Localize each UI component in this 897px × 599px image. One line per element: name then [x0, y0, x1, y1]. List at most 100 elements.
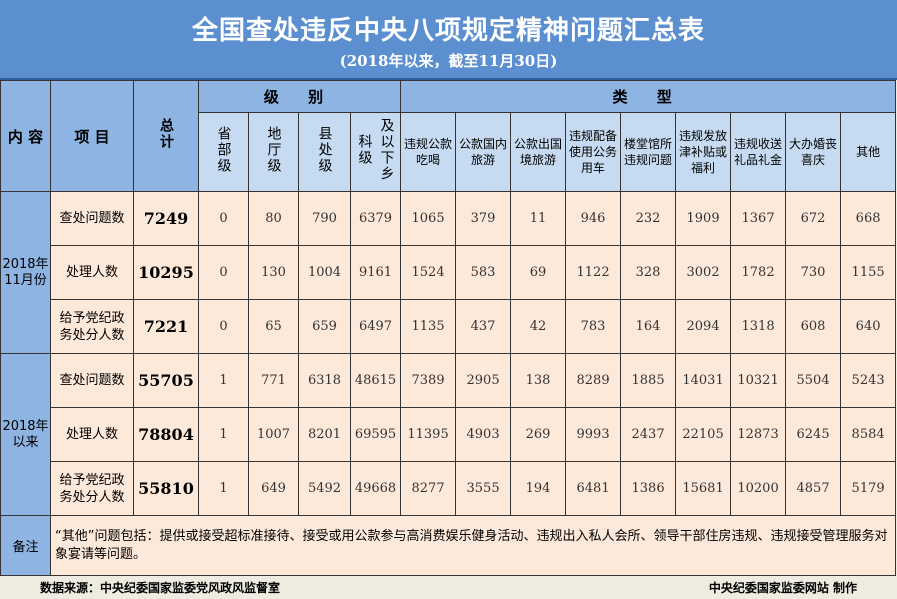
- row-total: 10295: [133, 245, 199, 300]
- note-label: 备注: [0, 515, 51, 576]
- type-cell: 1909: [675, 191, 732, 246]
- summary-table: 内 容 项 目 总计 级 别 类 型 省部级 地厅级 县处级 及以下乡科级 违规公款吃喝…: [0, 80, 897, 576]
- type-cell: 164: [620, 299, 677, 354]
- title-banner: 全国查处违反中央八项规定精神问题汇总表 (2018年以来，截至11月30日): [0, 0, 897, 80]
- level-cell: 80: [248, 191, 299, 246]
- level-cell: 6497: [349, 299, 402, 354]
- type-cell: 11: [510, 191, 567, 246]
- type-cell: 1367: [730, 191, 787, 246]
- type-cell: 3555: [455, 461, 512, 516]
- header-type-4: 楼堂馆所违规问题: [620, 112, 677, 192]
- footer: 数据来源：中央纪委国家监委党风政风监督室 中央纪委国家监委网站 制作: [0, 576, 897, 599]
- table-row: 处理人数 78804 1 1007 8201 69595 11395 4903 269 9993 2…: [1, 407, 897, 462]
- level-cell: 49668: [349, 461, 402, 516]
- row-total: 55705: [133, 353, 199, 408]
- type-cell: 8277: [400, 461, 457, 516]
- level-cell: 0: [198, 245, 249, 300]
- page-subtitle: (2018年以来，截至11月30日): [339, 52, 558, 70]
- row-total: 7221: [133, 299, 199, 354]
- header-type-2: 公款出国境旅游: [510, 112, 567, 192]
- header-level-label: 县处级: [316, 126, 333, 174]
- level-cell: 0: [198, 299, 249, 354]
- level-cell: 1: [198, 353, 249, 408]
- type-cell: 1135: [400, 299, 457, 354]
- level-cell: 9161: [349, 245, 402, 300]
- row-item-label: 查处问题数: [50, 353, 134, 408]
- table-row: 2018年 以来 查处问题数 55705 1 771 6318 48615 7389 2905 1…: [0, 353, 897, 516]
- type-cell: 583: [455, 245, 512, 300]
- table-row: 给予党纪政务处分人数 7221 0 65 659 6497 1135 437 42 783 164 2…: [1, 299, 897, 354]
- level-cell: 65: [248, 299, 299, 354]
- level-cell: 649: [248, 461, 299, 516]
- type-cell: 5504: [785, 353, 842, 408]
- header-type-3: 违规配备使用公务用车: [565, 112, 622, 192]
- header-total-label: 总计: [158, 118, 174, 150]
- type-cell: 11395: [400, 407, 457, 462]
- type-cell: 1065: [400, 191, 457, 246]
- level-cell: 8201: [298, 407, 351, 462]
- type-cell: 1155: [840, 245, 897, 300]
- header-type-group: 类 型: [400, 80, 897, 113]
- row-total: 7249: [133, 191, 199, 246]
- type-cell: 2437: [620, 407, 677, 462]
- type-cell: 1782: [730, 245, 787, 300]
- type-cell: 672: [785, 191, 842, 246]
- header-type-7: 大办婚丧喜庆: [785, 112, 842, 192]
- type-cell: 6481: [565, 461, 622, 516]
- type-cell: 437: [455, 299, 512, 354]
- row-item-label: 给予党纪政务处分人数: [50, 461, 134, 516]
- table-row: 处理人数 10295 0 130 1004 9161 1524 583 69 1122 328 300…: [1, 245, 897, 300]
- header-item: 项 目: [50, 80, 134, 192]
- header-content: 内 容: [0, 80, 51, 192]
- type-cell: 7389: [400, 353, 457, 408]
- level-cell: 5492: [298, 461, 351, 516]
- row-item-label: 处理人数: [50, 245, 134, 300]
- type-cell: 8584: [840, 407, 897, 462]
- note-text: “其他”问题包括：提供或接受超标准接待、接受或用公款参与高消费娱乐健身活动、违规…: [49, 515, 897, 576]
- type-cell: 3002: [675, 245, 732, 300]
- header-type-0: 违规公款吃喝: [400, 112, 457, 192]
- level-cell: 0: [198, 191, 249, 246]
- header-level-3: 及以下乡科级: [349, 112, 402, 192]
- header-type-1: 公款国内旅游: [455, 112, 512, 192]
- type-cell: 15681: [675, 461, 732, 516]
- header-type-8: 其他: [840, 112, 897, 192]
- level-cell: 659: [298, 299, 351, 354]
- type-cell: 69: [510, 245, 567, 300]
- table-row: 给予党纪政务处分人数 55810 1 649 5492 49668 8277 3555 194 6…: [1, 461, 897, 516]
- type-cell: 608: [785, 299, 842, 354]
- row-total: 78804: [133, 407, 199, 462]
- level-cell: 1004: [298, 245, 351, 300]
- header-type-5: 违规发放津补贴或福利: [675, 112, 732, 192]
- level-cell: 130: [248, 245, 299, 300]
- row-total: 55810: [133, 461, 199, 516]
- producer-credit: 中央纪委国家监委网站 制作: [708, 581, 857, 595]
- data-source: 数据来源：中央纪委国家监委党风政风监督室: [40, 581, 281, 595]
- period-label: 2018年 11月份: [0, 191, 51, 354]
- type-cell: 328: [620, 245, 677, 300]
- type-cell: 730: [785, 245, 842, 300]
- type-cell: 640: [840, 299, 897, 354]
- level-cell: 790: [298, 191, 351, 246]
- type-cell: 194: [510, 461, 567, 516]
- type-cell: 2094: [675, 299, 732, 354]
- type-cell: 22105: [675, 407, 732, 462]
- type-cell: 379: [455, 191, 512, 246]
- type-cell: 232: [620, 191, 677, 246]
- type-cell: 10321: [730, 353, 787, 408]
- level-cell: 1: [198, 461, 249, 516]
- type-cell: 4857: [785, 461, 842, 516]
- header-level-2: 县处级: [298, 112, 351, 192]
- level-cell: 6379: [349, 191, 402, 246]
- type-cell: 5243: [840, 353, 897, 408]
- type-cell: 1885: [620, 353, 677, 408]
- type-cell: 1524: [400, 245, 457, 300]
- page-title: 全国查处违反中央八项规定精神问题汇总表: [191, 16, 705, 46]
- header-level-label: 地厅级: [265, 126, 282, 174]
- row-item-label: 给予党纪政务处分人数: [50, 299, 134, 354]
- header-level-label: 及以下乡科级: [356, 118, 395, 182]
- header-level-1: 地厅级: [248, 112, 299, 192]
- header-type-6: 违规收送礼品礼金: [730, 112, 787, 192]
- level-cell: 48615: [349, 353, 402, 408]
- type-cell: 1318: [730, 299, 787, 354]
